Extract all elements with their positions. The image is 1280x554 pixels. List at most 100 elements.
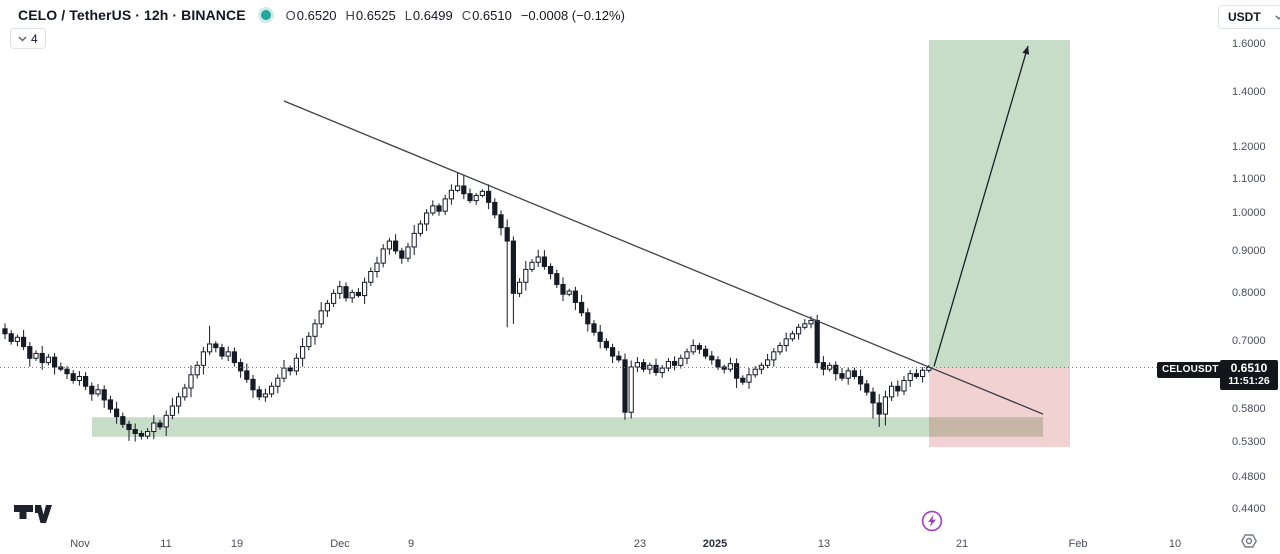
candle-body <box>362 281 368 297</box>
time-tick-label: 23 <box>633 538 647 550</box>
candle-body <box>163 414 169 428</box>
price-tick-label: 0.8000 <box>1232 287 1266 300</box>
candle-body <box>765 359 771 366</box>
candle-body <box>665 360 671 369</box>
candle-body <box>554 273 560 285</box>
time-tick-label: 13 <box>817 538 831 550</box>
lightning-event-icon[interactable] <box>921 510 943 532</box>
candle-body <box>895 385 901 392</box>
candle-body <box>473 194 479 202</box>
candle-body <box>374 262 380 273</box>
candle-body <box>269 385 275 395</box>
candle-body <box>758 364 764 370</box>
candle-body <box>157 422 163 428</box>
candle-body <box>151 422 157 433</box>
bar-countdown: 11:51:26 <box>1228 375 1270 387</box>
time-tick-label: 19 <box>230 538 244 550</box>
candle-body <box>858 375 864 385</box>
price-tick-label: 1.6000 <box>1232 37 1266 50</box>
candle-body <box>659 367 665 374</box>
candle-body <box>114 408 120 418</box>
candle-body <box>641 362 647 370</box>
candle-body <box>610 347 616 357</box>
price-tick-label: 1.0000 <box>1232 207 1266 219</box>
candle-body <box>300 346 306 359</box>
symbol-title[interactable]: CELO / TetherUS · 12h · BINANCE <box>18 7 246 23</box>
time-tick-label: 11 <box>160 538 172 550</box>
candle-body <box>913 373 919 377</box>
candle-body <box>882 396 888 415</box>
candle-body <box>597 331 603 342</box>
last-price-value: 0.6510 <box>1230 361 1268 375</box>
price-tick-label: 1.1000 <box>1232 172 1266 185</box>
candle-body <box>572 290 578 303</box>
breakout-arrow[interactable] <box>933 45 1029 367</box>
candle-body <box>504 227 510 242</box>
market-status-icon[interactable] <box>260 10 271 20</box>
candle-body <box>486 190 492 203</box>
support-zone-rectangle[interactable] <box>92 417 1043 437</box>
candle-body <box>771 351 777 361</box>
candle-body <box>703 348 709 357</box>
candle-body <box>238 362 244 372</box>
stoploss-zone-rectangle[interactable] <box>929 367 1070 448</box>
candle-body <box>510 240 516 294</box>
candle-body <box>796 326 802 335</box>
candle-body <box>740 377 746 383</box>
candle-body <box>182 387 188 398</box>
candle-body <box>219 347 225 357</box>
candle-body <box>399 250 405 259</box>
candle-body <box>684 351 690 359</box>
open-value: O0.6520 <box>285 7 337 23</box>
candle-body <box>634 362 640 368</box>
candle-body <box>33 352 39 359</box>
target-zone-rectangle[interactable] <box>929 39 1070 368</box>
candle-body <box>616 355 622 361</box>
candle-body <box>901 379 907 392</box>
candle-body <box>126 423 132 431</box>
candle-body <box>517 281 523 294</box>
candle-body <box>889 385 895 398</box>
candle-body <box>746 374 752 383</box>
candle-body <box>653 364 659 374</box>
candle-body <box>349 291 355 299</box>
candle-body <box>678 357 684 366</box>
object-tree-badge[interactable]: 4 <box>10 28 46 49</box>
candle-body <box>262 393 268 398</box>
currency-toggle-button[interactable]: USDT <box>1218 5 1280 29</box>
candle-body <box>386 240 392 250</box>
tradingview-logo[interactable] <box>13 503 53 525</box>
candle-body <box>802 323 808 328</box>
candle-body <box>864 383 870 393</box>
candle-body <box>83 375 89 387</box>
candle-body <box>721 366 727 370</box>
descending-trendline[interactable] <box>283 100 1044 415</box>
candle-body <box>479 190 485 196</box>
candle-body <box>498 214 504 229</box>
candle-body <box>492 201 498 216</box>
time-axis-settings-gear-icon[interactable] <box>1241 533 1257 549</box>
candle-body <box>839 373 845 379</box>
candle-body <box>337 286 343 294</box>
candle-body <box>70 373 76 381</box>
price-tick-label: 0.5800 <box>1232 403 1266 416</box>
time-axis[interactable]: Nov 11 19 Dec 9 23 2025 13 21 Feb 10 <box>0 528 1280 554</box>
candle-body <box>783 338 789 347</box>
currency-label: USDT <box>1228 10 1261 24</box>
candle-body <box>814 319 820 364</box>
candle-body <box>442 198 448 212</box>
chevron-down-icon <box>18 36 27 41</box>
high-value: H0.6525 <box>345 7 396 23</box>
price-axis[interactable]: 1.6000 1.4000 1.2000 1.1000 1.0000 0.9000 0.80… <box>1218 0 1280 528</box>
low-value: L0.6499 <box>404 7 453 23</box>
candle-body <box>560 283 566 295</box>
candle-body <box>14 336 20 342</box>
candle-body <box>120 416 126 425</box>
candle-body <box>430 205 436 214</box>
candle-body <box>64 368 70 375</box>
candle-body <box>343 286 349 299</box>
time-tick-label: 10 <box>1168 538 1182 550</box>
candle-body <box>920 369 926 377</box>
candle-body <box>200 351 207 366</box>
